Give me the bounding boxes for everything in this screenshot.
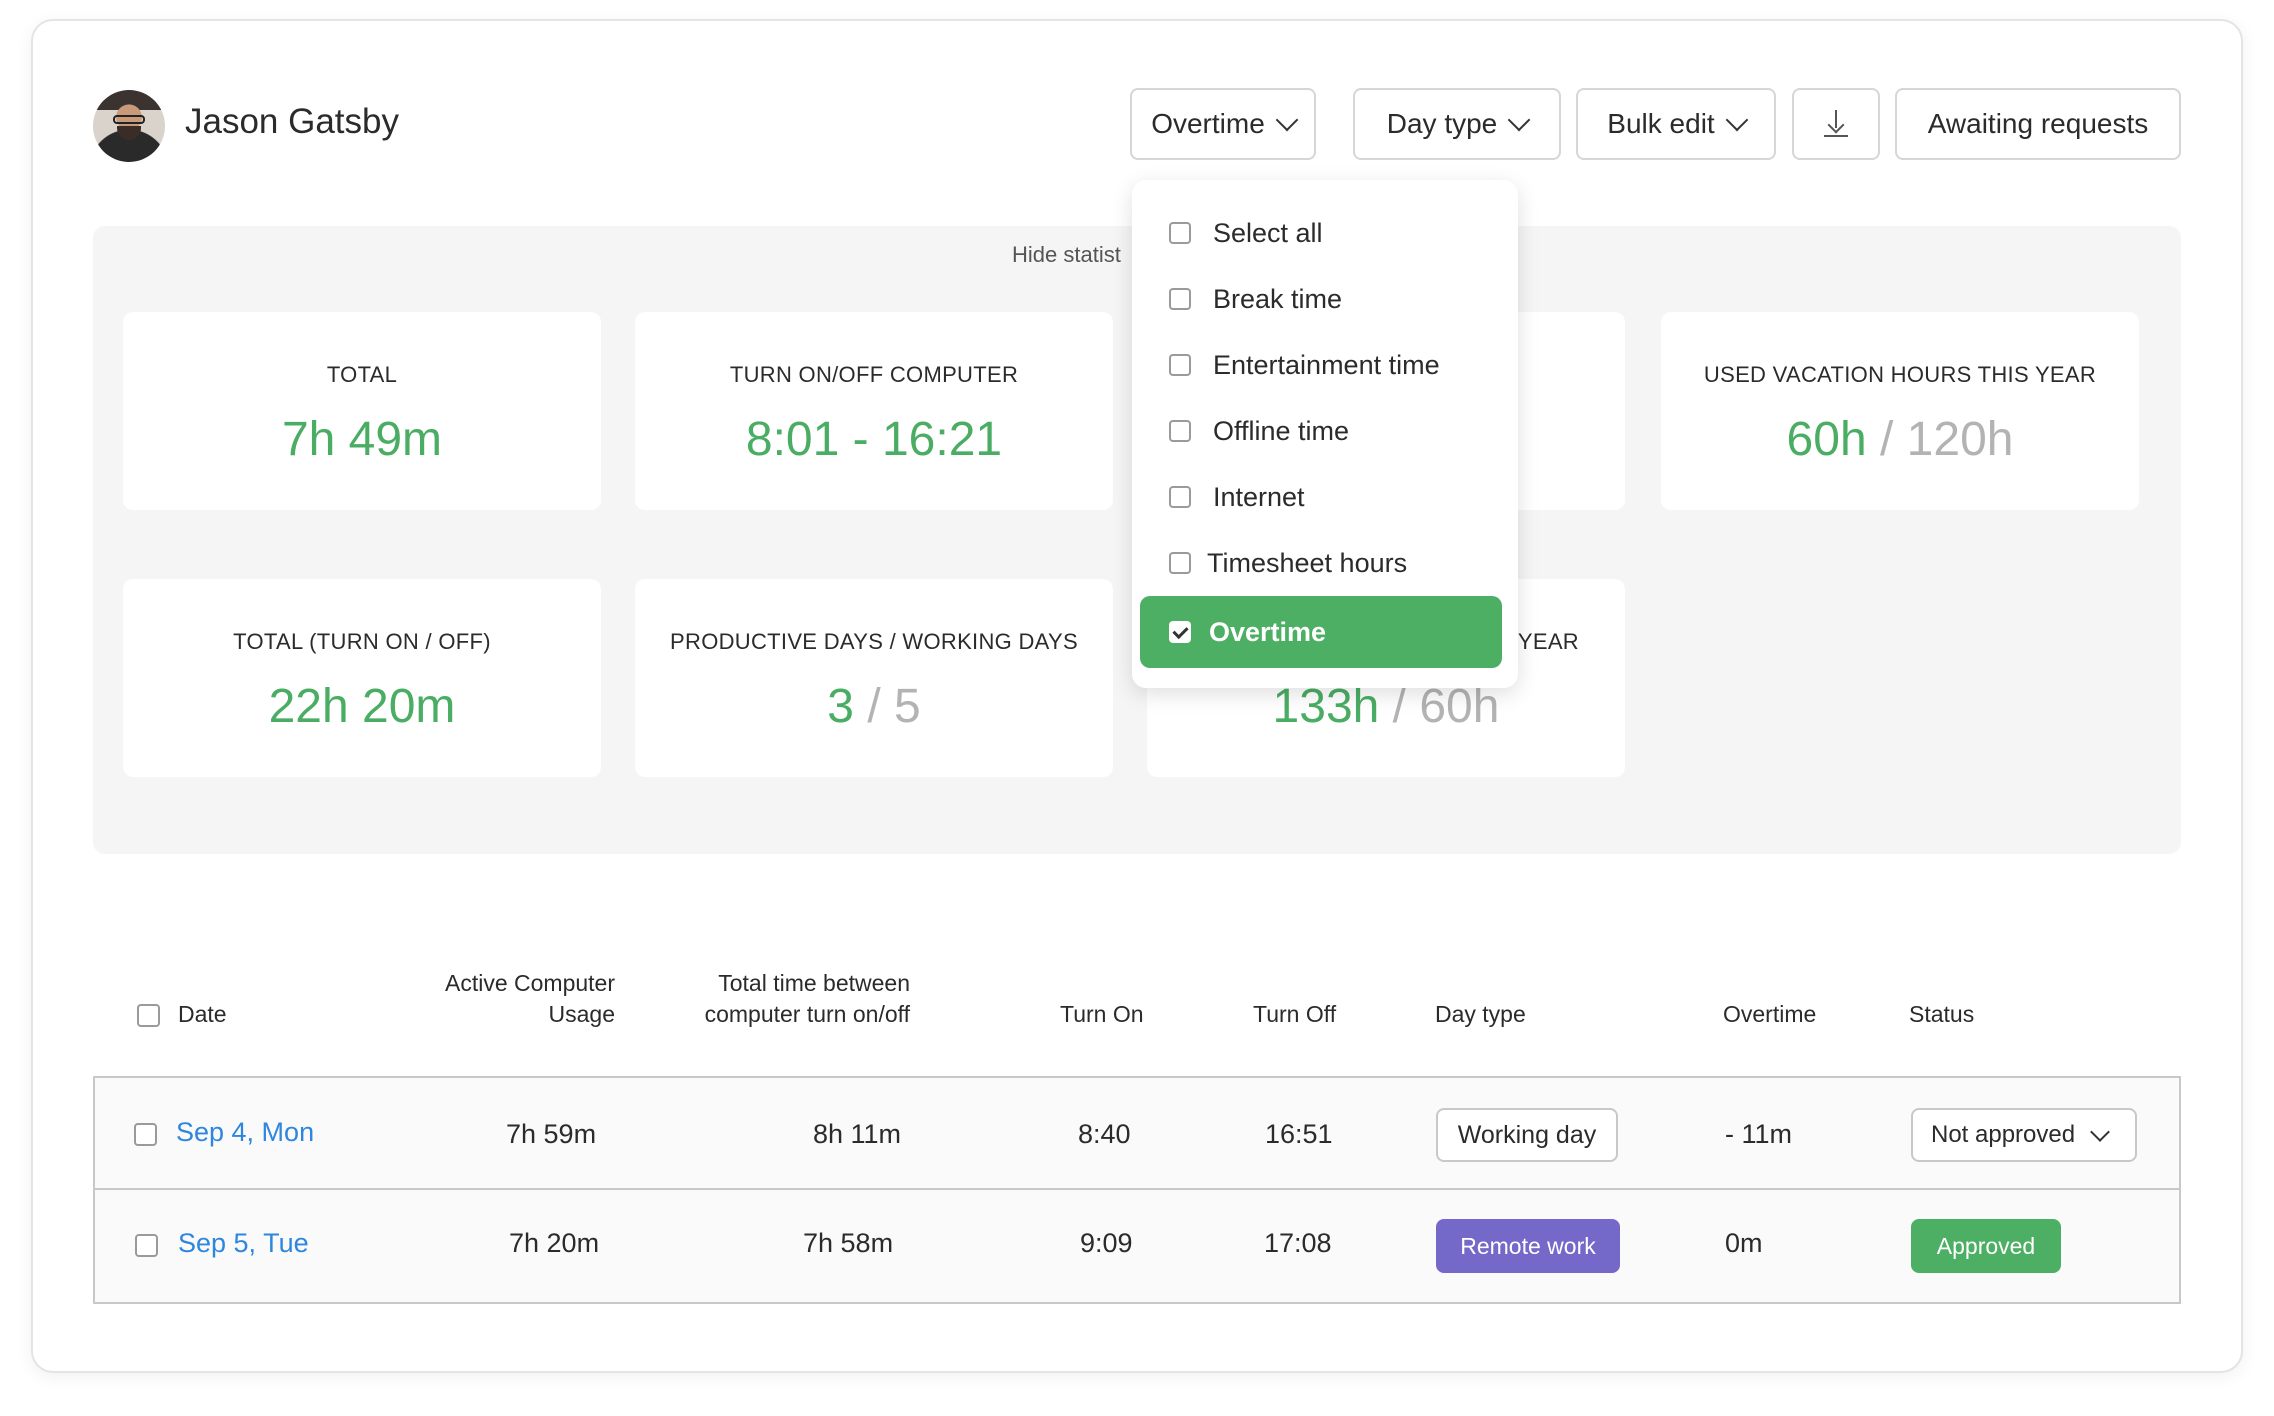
checkbox-checked[interactable] xyxy=(1169,621,1191,643)
overtime-filter-button[interactable]: Overtime xyxy=(1130,88,1316,160)
menu-item-label: Internet xyxy=(1213,481,1305,512)
menu-item-timesheet-hours[interactable]: Timesheet hours xyxy=(1132,530,1518,596)
column-header-day-type: Day type xyxy=(1435,1001,1526,1027)
row-active-usage: 7h 20m xyxy=(509,1228,600,1258)
checkbox[interactable] xyxy=(1169,420,1191,442)
stat-value: 7h 49m xyxy=(281,413,443,466)
stat-value: 60h / 120h xyxy=(1786,413,2014,466)
day-type-badge[interactable]: Working day xyxy=(1436,1108,1618,1162)
stat-card-turn-on-off: TURN ON/OFF COMPUTER 8:01 - 16:21 xyxy=(635,312,1113,510)
row-date-link[interactable]: Sep 4, Mon xyxy=(176,1117,315,1147)
stat-card-total-turn-on-off: TOTAL (TURN ON / OFF) 22h 20m xyxy=(123,579,601,777)
menu-item-label: Overtime xyxy=(1209,616,1327,647)
stat-card-total: TOTAL 7h 49m xyxy=(123,312,601,510)
menu-item-label: Select all xyxy=(1213,217,1323,248)
row-turn-off: 16:51 xyxy=(1265,1119,1333,1149)
chevron-down-icon xyxy=(1725,108,1749,132)
select-all-rows-checkbox[interactable] xyxy=(137,1004,160,1027)
overtime-filter-menu: Select all Break time Entertainment time… xyxy=(1132,180,1518,688)
menu-item-offline-time[interactable]: Offline time xyxy=(1132,398,1518,464)
stat-value: 22h 20m xyxy=(268,680,456,733)
menu-item-label: Break time xyxy=(1213,283,1343,314)
table-row: Sep 5, Tue 7h 20m 7h 58m 9:09 17:08 Remo… xyxy=(95,1191,2179,1303)
row-checkbox[interactable] xyxy=(135,1234,158,1257)
overtime-filter-label: Overtime xyxy=(1151,108,1265,139)
download-button[interactable] xyxy=(1792,88,1880,160)
chevron-down-icon xyxy=(1507,108,1531,132)
bulk-edit-button[interactable]: Bulk edit xyxy=(1576,88,1776,160)
awaiting-requests-button[interactable]: Awaiting requests xyxy=(1895,88,2181,160)
user-name: Jason Gatsby xyxy=(185,102,399,141)
row-checkbox[interactable] xyxy=(134,1123,157,1146)
bulk-edit-label: Bulk edit xyxy=(1607,108,1715,139)
stat-value: 133h / 60h xyxy=(1272,680,1500,733)
menu-item-entertainment-time[interactable]: Entertainment time xyxy=(1132,332,1518,398)
stat-label: PRODUCTIVE DAYS / WORKING DAYS xyxy=(670,629,1078,654)
row-active-usage: 7h 59m xyxy=(506,1119,597,1149)
day-type-filter-button[interactable]: Day type xyxy=(1353,88,1561,160)
stat-label: YEAR xyxy=(1517,629,1579,654)
chevron-down-icon xyxy=(2090,1121,2110,1142)
stat-card-vacation: USED VACATION HOURS THIS YEAR 60h / 120h xyxy=(1661,312,2139,510)
menu-item-break-time[interactable]: Break time xyxy=(1132,266,1518,332)
row-total-time: 8h 11m xyxy=(813,1119,902,1149)
column-header-overtime: Overtime xyxy=(1723,1001,1817,1027)
stat-label: TURN ON/OFF COMPUTER xyxy=(729,362,1019,387)
menu-item-label: Entertainment time xyxy=(1213,349,1440,380)
row-overtime: 0m xyxy=(1725,1228,1763,1258)
stat-label: TOTAL (TURN ON / OFF) xyxy=(233,629,491,654)
checkbox[interactable] xyxy=(1169,354,1191,376)
column-header-status: Status xyxy=(1909,1001,1975,1027)
table-row: Sep 4, Mon 7h 59m 8h 11m 8:40 16:51 Work… xyxy=(95,1078,2179,1190)
column-header-turn-off: Turn Off xyxy=(1253,1001,1337,1027)
stat-label: TOTAL xyxy=(326,362,398,387)
day-type-filter-label: Day type xyxy=(1386,108,1498,139)
hide-statistics-link[interactable]: Hide statist xyxy=(1012,242,1121,267)
row-date-link[interactable]: Sep 5, Tue xyxy=(178,1228,309,1258)
checkbox[interactable] xyxy=(1169,552,1191,574)
status-badge[interactable]: Approved xyxy=(1911,1219,2061,1273)
menu-item-label: Offline time xyxy=(1213,415,1350,446)
column-header-turn-on: Turn On xyxy=(1060,1001,1144,1027)
row-turn-off: 17:08 xyxy=(1264,1228,1332,1258)
checkbox[interactable] xyxy=(1169,222,1191,244)
status-select-label: Not approved xyxy=(1931,1121,2076,1148)
chevron-down-icon xyxy=(1275,108,1299,132)
menu-item-select-all[interactable]: Select all xyxy=(1132,200,1518,266)
menu-item-label: Timesheet hours xyxy=(1207,547,1408,578)
checkbox[interactable] xyxy=(1169,486,1191,508)
table-body: Sep 4, Mon 7h 59m 8h 11m 8:40 16:51 Work… xyxy=(93,1076,2181,1304)
menu-item-internet[interactable]: Internet xyxy=(1132,464,1518,530)
stat-label: USED VACATION HOURS THIS YEAR xyxy=(1703,362,2097,387)
row-turn-on: 9:09 xyxy=(1080,1228,1133,1258)
stat-value: 3 / 5 xyxy=(827,680,921,733)
avatar xyxy=(93,90,165,162)
column-header-active-usage: Active Computer Usage xyxy=(444,970,615,1027)
row-turn-on: 8:40 xyxy=(1078,1119,1131,1149)
checkbox[interactable] xyxy=(1169,288,1191,310)
stat-value: 8:01 - 16:21 xyxy=(745,413,1003,466)
column-header-total-time: Total time between computer turn on/off xyxy=(704,970,910,1027)
stat-card-productive-days: PRODUCTIVE DAYS / WORKING DAYS 3 / 5 xyxy=(635,579,1113,777)
column-header-date: Date xyxy=(178,1001,227,1027)
status-select[interactable]: Not approved xyxy=(1911,1108,2137,1162)
day-type-badge[interactable]: Remote work xyxy=(1436,1219,1620,1273)
row-total-time: 7h 58m xyxy=(803,1228,894,1258)
download-icon xyxy=(1824,110,1848,138)
row-overtime: - 11m xyxy=(1725,1119,1793,1149)
menu-item-overtime[interactable]: Overtime xyxy=(1140,596,1502,668)
awaiting-requests-label: Awaiting requests xyxy=(1927,108,2149,139)
